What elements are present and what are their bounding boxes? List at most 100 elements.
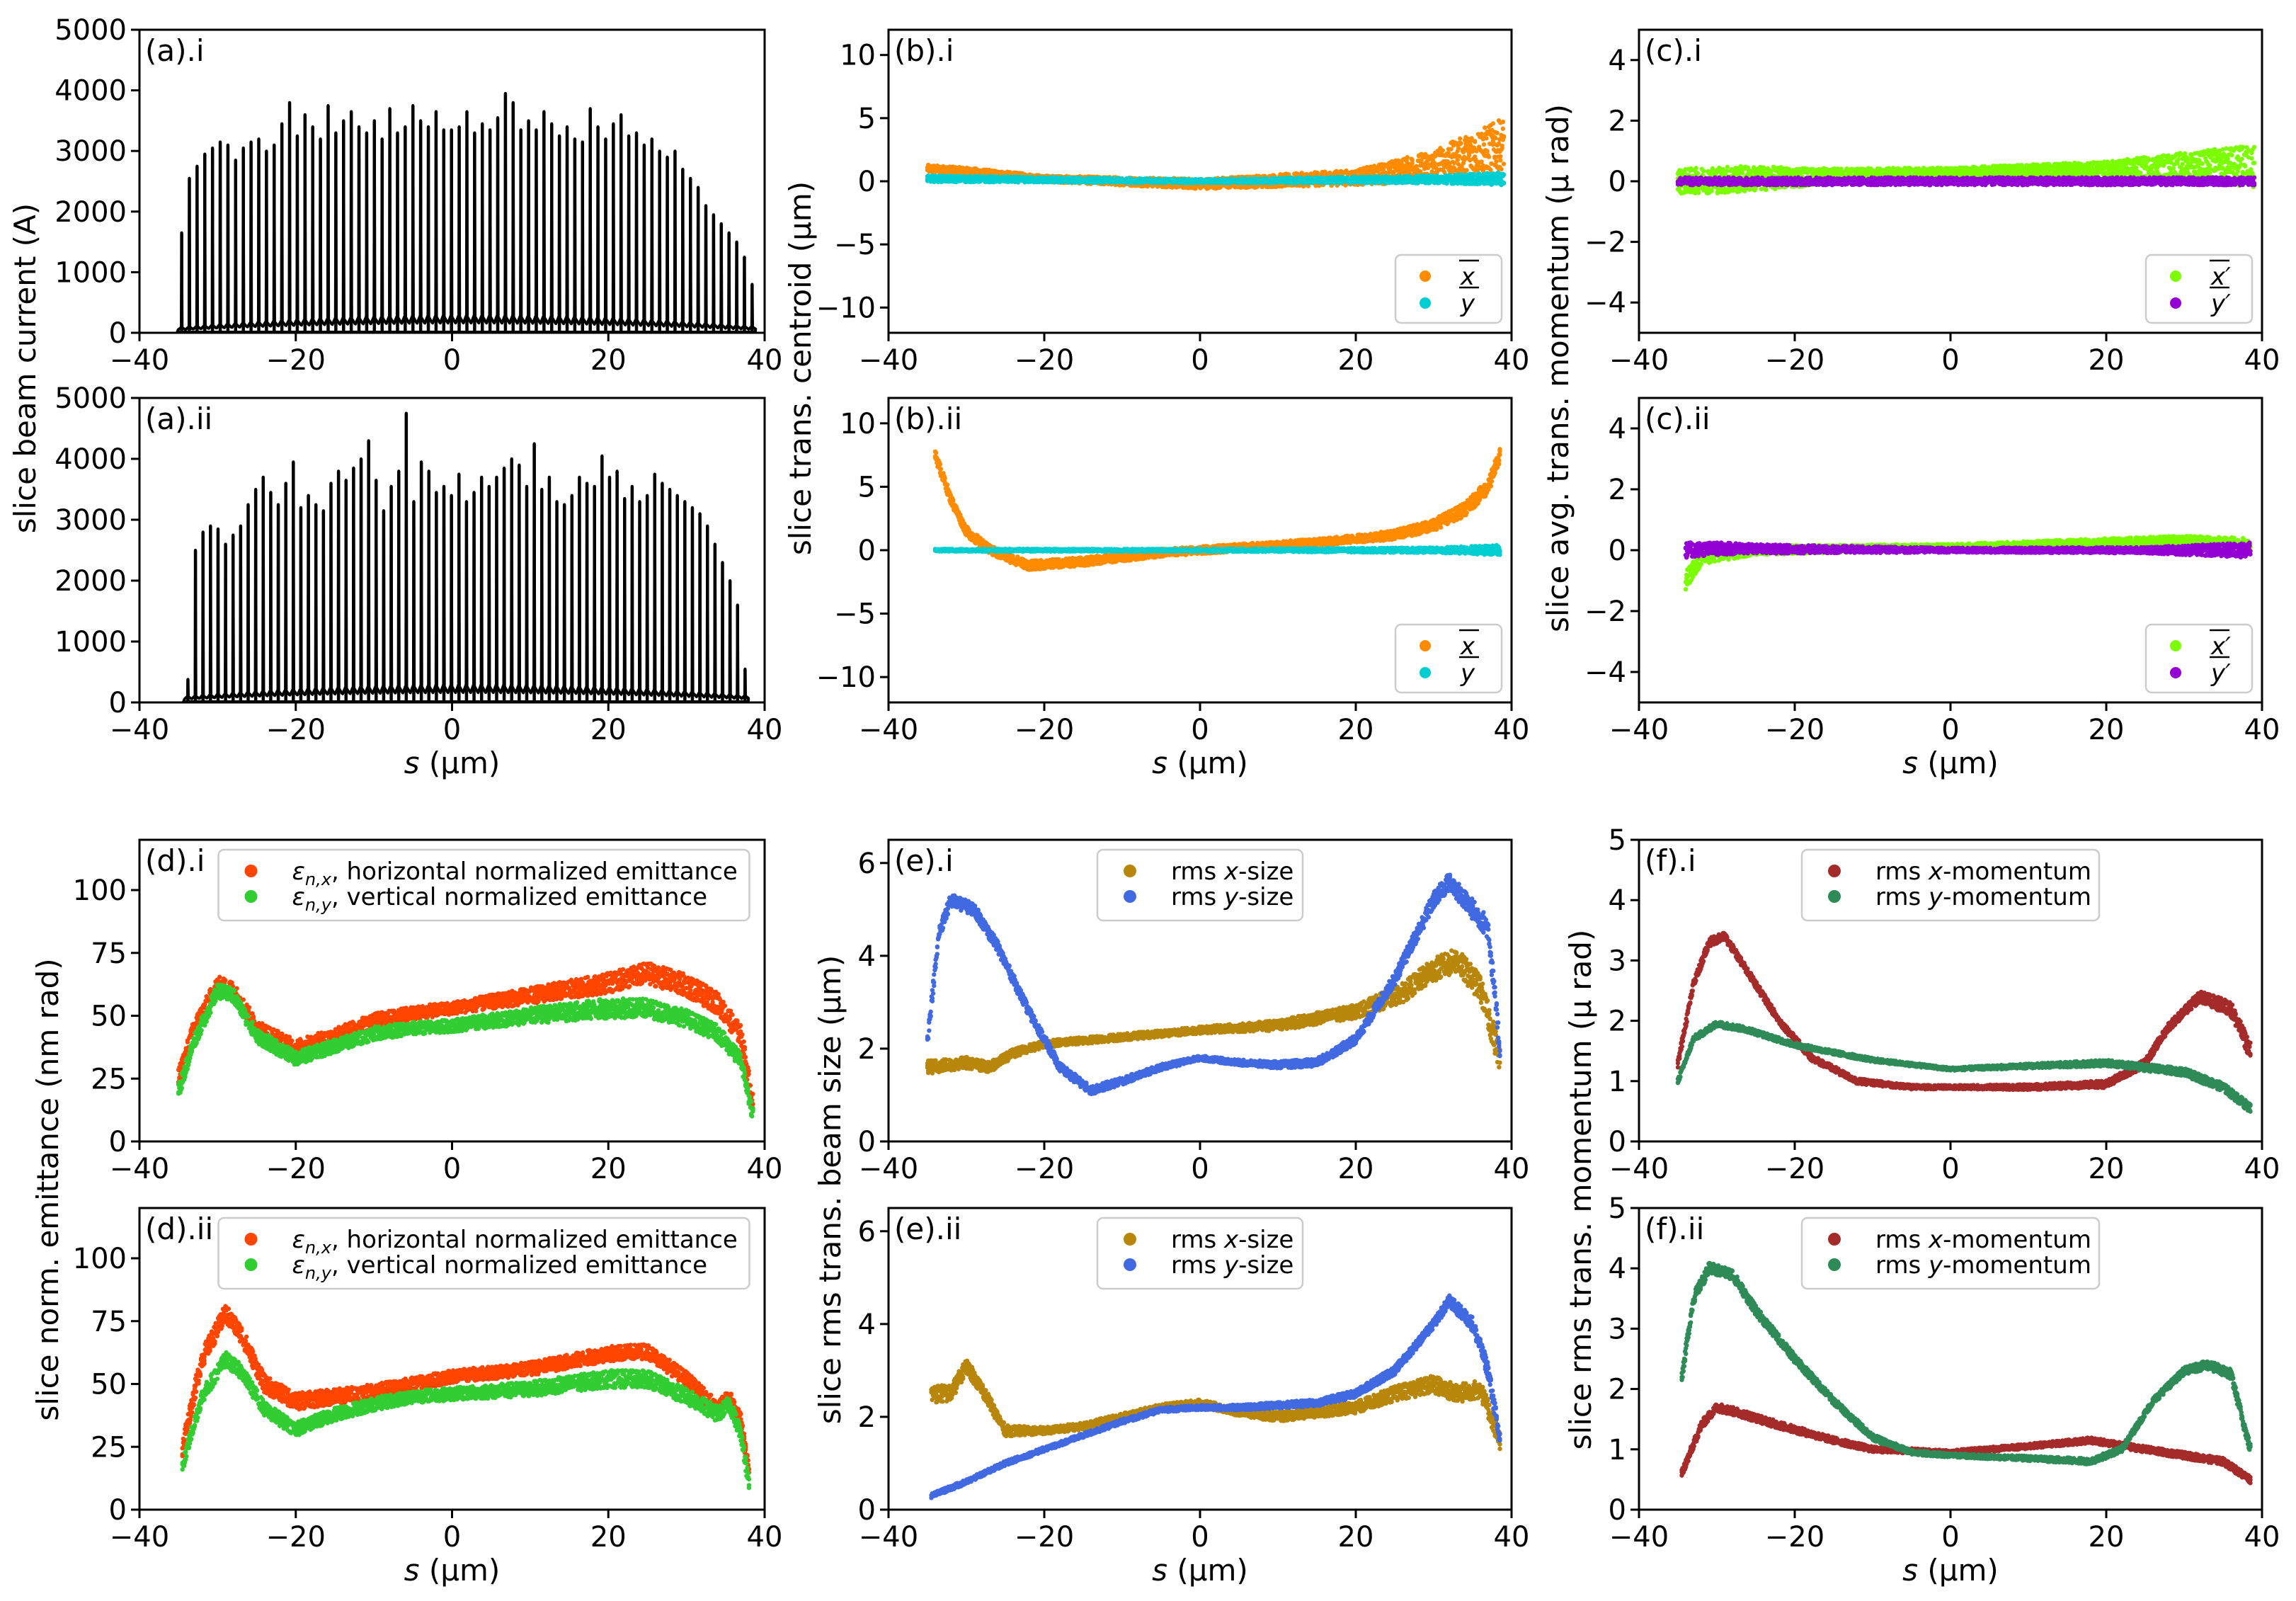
y-tick-label: 4000	[55, 75, 127, 108]
y-tick-label: 0	[858, 1126, 876, 1158]
panel-label: (a).i	[145, 33, 205, 68]
y-tick-label: 5	[1609, 1192, 1626, 1225]
y-tick-label: 4	[1609, 1253, 1626, 1285]
x-tick-label: 40	[2244, 344, 2280, 377]
x-axis-label-unit: (μm)	[420, 746, 501, 780]
x-tick-label: 20	[2089, 1153, 2125, 1185]
legend: x′y′	[2144, 623, 2254, 694]
legend-text-rest: , vertical normalized emittance	[331, 883, 707, 911]
legend-label: y′	[2210, 659, 2231, 688]
series-b_ii-1	[932, 542, 1502, 557]
scatter-points	[180, 1304, 752, 1475]
x-tick-label: −20	[1765, 344, 1824, 377]
series-f_ii-0	[1679, 1402, 2253, 1486]
x-axis-label-unit: (μm)	[1918, 746, 1999, 780]
x-tick-label: 20	[1338, 344, 1374, 377]
scatter-points	[1679, 1260, 2253, 1466]
legend-marker	[1828, 890, 1841, 903]
y-tick-label: 0	[858, 166, 876, 198]
legend-text-rest: , vertical normalized emittance	[331, 1251, 707, 1280]
legend: εn,x, horizontal normalized emittanceεn,…	[217, 1217, 750, 1290]
panel-label: (d).ii	[145, 1212, 213, 1246]
y-tick-label: −5	[834, 229, 876, 261]
x-tick-label: −20	[1765, 1153, 1824, 1185]
y-tick-label: 2000	[55, 565, 127, 598]
y-tick-label: 0	[858, 535, 876, 567]
scatter-points	[925, 170, 1507, 188]
y-tick-label: 4	[1609, 413, 1626, 445]
x-tick-label: −20	[266, 1153, 326, 1185]
legend-label: εn,y, vertical normalized emittance	[292, 1251, 708, 1283]
legend-label: y	[1460, 290, 1475, 318]
panel-label: (e).i	[894, 843, 954, 878]
legend-subscript: n,x	[305, 870, 332, 889]
plot-area	[176, 91, 758, 333]
x-tick-label: −20	[1015, 344, 1074, 377]
x-tick-label: −40	[859, 344, 918, 377]
panel-label: (b).ii	[894, 401, 962, 436]
legend-text-rest: -momentum	[1943, 1226, 2091, 1254]
legend-label: rms y-momentum	[1875, 1251, 2091, 1280]
x-tick-label: 20	[1338, 1153, 1374, 1185]
x-tick-label: 40	[1494, 1521, 1530, 1554]
x-axis-label-unit: (μm)	[1167, 746, 1248, 780]
x-tick-label: −40	[110, 1153, 169, 1185]
legend-axis-letter: x	[1928, 858, 1943, 886]
legend-label: x′	[2210, 632, 2231, 661]
series-c_ii-1	[1683, 540, 2253, 560]
y-tick-label: 2	[1609, 105, 1626, 137]
y-tick-label: 100	[73, 874, 127, 907]
x-axis-label-symbol: s	[404, 746, 420, 780]
legend-axis-letter: x	[1928, 1226, 1943, 1254]
y-tick-label: 6	[858, 848, 876, 880]
legend: x′y′	[2144, 253, 2254, 324]
x-axis-label: s (μm)	[404, 1553, 501, 1588]
x-tick-label: −20	[266, 344, 326, 377]
legend-label: rms y-size	[1171, 1251, 1293, 1280]
legend-text-prefix: rms	[1875, 1251, 1929, 1280]
y-tick-label: 1	[1609, 1434, 1626, 1466]
legend-axis-letter: y	[1223, 1251, 1239, 1280]
legend-text-prefix: rms	[1171, 883, 1224, 911]
panel-d_i: −40 −20 0 20 40 0 25 50 75 100 (d).i εn,x, horizont…	[73, 838, 782, 1185]
plot-area	[925, 118, 1507, 191]
legend-marker	[244, 890, 258, 903]
x-tick-label: −20	[1765, 714, 1824, 746]
series-b_i-1	[925, 170, 1507, 188]
legend-symbol: ε	[292, 858, 305, 886]
x-tick-label: −40	[1609, 1153, 1669, 1185]
x-tick-label: −20	[266, 714, 326, 746]
y-tick-label: 2	[858, 1401, 876, 1434]
x-tick-label: −40	[859, 714, 918, 746]
legend-box	[217, 1217, 750, 1290]
panel-label: (c).ii	[1645, 401, 1710, 436]
panel-label: (f).i	[1645, 843, 1696, 878]
y-tick-label: 4	[1609, 884, 1626, 917]
scatter-points	[932, 542, 1502, 557]
legend-text-prefix: rms	[1875, 858, 1929, 886]
panel-b_i: −40 −20 0 20 40 −10 −5 0 5 10 (b).i xy	[816, 28, 1529, 377]
legend-marker	[1124, 890, 1136, 903]
legend-label: x	[1460, 632, 1475, 661]
y-tick-label: 4000	[55, 443, 127, 476]
legend-marker	[2170, 640, 2181, 651]
y-tick-label: 2	[858, 1033, 876, 1066]
legend-subscript: n,y	[305, 895, 332, 915]
y-tick-label: 5000	[55, 382, 127, 415]
x-tick-label: 0	[443, 714, 461, 746]
scatter-points	[932, 447, 1502, 572]
legend-marker	[1828, 1258, 1841, 1271]
panel-b_ii: −40 −20 0 20 40 −10 −5 0 5 10 (b).ii s (μm) xy	[816, 397, 1529, 780]
y-tick-label: 3	[1609, 945, 1626, 977]
y-tick-label: 25	[91, 1431, 127, 1464]
legend-label: y′	[2210, 290, 2231, 318]
panel-a_i: −40 −20 0 20 40 0 1000 2000 3000 4000 5000 (a).i	[55, 14, 782, 377]
x-axis-label-unit: (μm)	[1918, 1553, 1999, 1588]
x-tick-label: 0	[1191, 1521, 1209, 1554]
y-tick-label: 6	[858, 1216, 876, 1248]
x-tick-label: 20	[2089, 344, 2125, 377]
